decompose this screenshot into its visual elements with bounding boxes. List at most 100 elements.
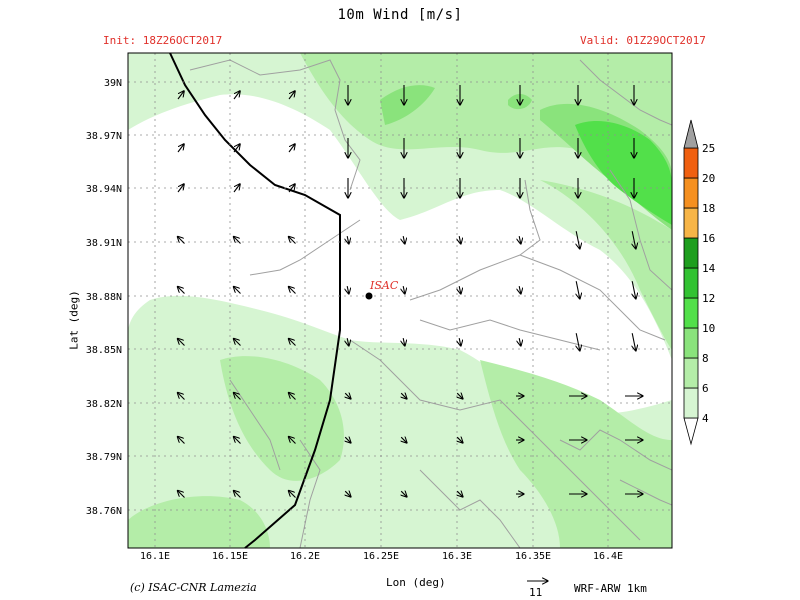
- model-label: WRF-ARW 1km: [574, 582, 647, 595]
- wind-vector: [289, 491, 296, 498]
- wind-vector: [288, 184, 295, 193]
- wind-vector: [233, 184, 240, 193]
- colorbar-level-label: 4: [702, 412, 709, 425]
- y-axis-label: Lat (deg): [67, 290, 81, 350]
- grid-lines: [128, 53, 672, 548]
- wind-vector: [347, 285, 349, 294]
- boundary-lines: [189, 59, 672, 548]
- colorbar-swatch: [683, 207, 699, 239]
- colorbar-level-label: 6: [702, 382, 709, 395]
- wind-vector: [401, 437, 407, 443]
- colorbar-swatch: [683, 327, 699, 359]
- wind-vector: [403, 337, 405, 346]
- wind-vector: [457, 393, 463, 399]
- wind-vector: [576, 231, 580, 249]
- colorbar-swatch: [683, 387, 699, 419]
- wind-vector: [178, 287, 185, 294]
- coastline: [169, 52, 341, 549]
- colorbar-level-label: 10: [702, 322, 715, 335]
- colorbar-level-label: 8: [702, 352, 709, 365]
- y-tick-label: 38.82N: [86, 399, 122, 410]
- wind-vector: [289, 393, 296, 400]
- x-axis: 16.1E 16.15E 16.2E 16.25E 16.3E 16.35E 1…: [140, 551, 623, 562]
- y-tick-label: 39N: [104, 78, 122, 89]
- colorbar-swatch: [683, 297, 699, 329]
- x-tick-label: 16.3E: [442, 551, 472, 562]
- x-tick-label: 16.1E: [140, 551, 170, 562]
- y-tick-label: 38.76N: [86, 506, 122, 517]
- wind-vector: [233, 144, 240, 153]
- reference-vector-value: 11: [529, 586, 543, 599]
- wind-vector: [457, 437, 463, 443]
- colorbar: 4 6 8 10 12 14 16 18 20 25: [683, 119, 716, 446]
- colorbar-level-label: 16: [702, 232, 715, 245]
- colorbar-level-label: 14: [702, 262, 716, 275]
- x-axis-label: Lon (deg): [386, 576, 446, 589]
- wind-vector: [234, 393, 241, 400]
- colorbar-swatch: [683, 177, 699, 209]
- x-tick-label: 16.2E: [290, 551, 320, 562]
- y-tick-label: 38.94N: [86, 184, 122, 195]
- wind-vector: [403, 285, 405, 294]
- wind-vector: [345, 437, 351, 443]
- init-time: Init: 18Z26OCT2017: [103, 34, 223, 47]
- copyright-text: (c) ISAC-CNR Lamezia: [130, 581, 257, 594]
- wind-vector: [234, 437, 241, 444]
- wind-vector: [177, 184, 184, 193]
- wind-vector: [289, 339, 296, 346]
- wind-vector: [178, 237, 185, 244]
- colorbar-swatch: [683, 357, 699, 389]
- wind-vector: [234, 287, 241, 294]
- colorbar-swatch: [683, 237, 699, 269]
- wind-vector: [289, 237, 296, 244]
- map-title: 10m Wind [m/s]: [337, 7, 463, 23]
- wind-vector: [519, 337, 521, 346]
- wind-vector: [576, 333, 580, 351]
- wind-vector: [289, 437, 296, 444]
- wind-speed-field: [128, 53, 672, 548]
- wind-vector: [403, 235, 405, 244]
- wind-vector: [233, 91, 240, 100]
- colorbar-level-label: 12: [702, 292, 715, 305]
- wind-vector: [459, 337, 461, 346]
- wind-vector: [178, 339, 185, 346]
- wind-vector: [234, 491, 241, 498]
- wind-vector: [234, 237, 241, 244]
- wind-vector: [178, 393, 185, 400]
- wind-vector: [632, 231, 636, 249]
- colorbar-swatch: [683, 147, 699, 179]
- wind-vector: [632, 281, 636, 299]
- colorbar-level-label: 25: [702, 142, 715, 155]
- wind-vector: [177, 91, 184, 100]
- wind-vector: [459, 235, 461, 244]
- colorbar-level-label: 20: [702, 172, 715, 185]
- wind-vector: [288, 144, 295, 153]
- wind-vector: [401, 393, 407, 399]
- x-tick-label: 16.25E: [363, 551, 399, 562]
- y-tick-label: 38.91N: [86, 238, 122, 249]
- x-tick-label: 16.35E: [515, 551, 551, 562]
- y-axis: 39N 38.97N 38.94N 38.91N 38.88N 38.85N 3…: [86, 78, 122, 517]
- wind-vectors: [178, 85, 644, 498]
- colorbar-level-label: 18: [702, 202, 715, 215]
- plot-frame: [127, 52, 673, 549]
- y-tick-label: 38.85N: [86, 345, 122, 356]
- wind-vector: [519, 235, 521, 244]
- x-tick-label: 16.15E: [212, 551, 248, 562]
- wind-vector: [576, 281, 580, 299]
- wind-vector: [234, 339, 241, 346]
- wind-vector: [177, 144, 184, 153]
- wind-vector: [632, 333, 636, 351]
- wind-vector: [288, 91, 295, 100]
- wind-vector: [289, 287, 296, 294]
- colorbar-swatch: [683, 267, 699, 299]
- wind-vector: [347, 235, 349, 244]
- y-tick-label: 38.97N: [86, 131, 122, 142]
- wind-vector: [178, 437, 185, 444]
- wind-vector: [457, 491, 463, 497]
- valid-time: Valid: 01Z29OCT2017: [580, 34, 706, 47]
- station-marker: [365, 292, 373, 300]
- wind-vector: [347, 337, 349, 346]
- wind-vector: [459, 285, 461, 294]
